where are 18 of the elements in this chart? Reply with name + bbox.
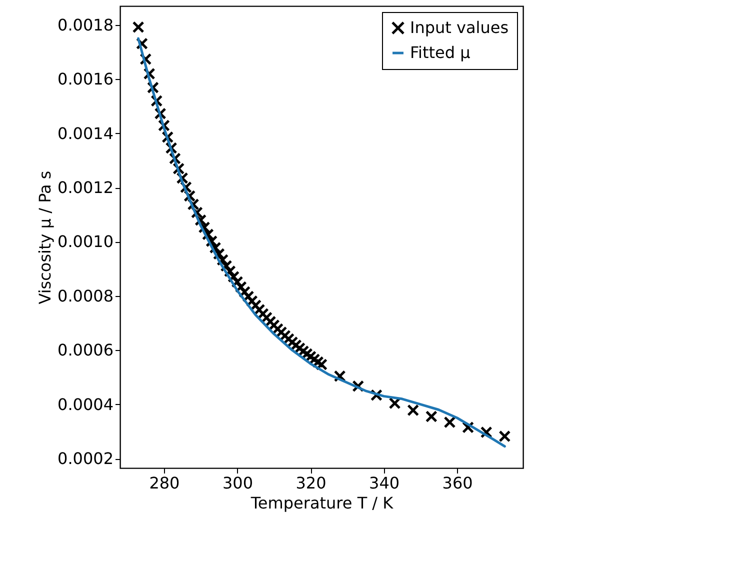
x-axis-title: Temperature T / K: [250, 494, 394, 512]
y-tick-label: 0.0012: [58, 178, 114, 198]
y-tick-label: 0.0004: [58, 394, 114, 414]
y-tick-label: 0.0006: [58, 340, 114, 360]
x-tick-label: 320: [296, 474, 326, 492]
y-tick-label: 0.0016: [58, 70, 114, 89]
x-tick-label: 280: [149, 474, 180, 492]
y-axis-title: Viscosity μ / Pa s: [36, 170, 55, 304]
y-tick-label: 0.0002: [58, 449, 114, 468]
x-tick-label: 360: [442, 474, 473, 492]
legend-label: Input values: [410, 18, 509, 37]
y-tick-label: 0.0010: [58, 232, 114, 252]
y-tick-label: 0.0008: [58, 286, 114, 306]
y-tick-label: 0.0014: [58, 124, 114, 143]
legend-label: Fitted μ: [410, 43, 470, 62]
x-tick-label: 340: [369, 474, 400, 492]
x-tick-label: 300: [222, 474, 254, 492]
y-tick-label: 0.0018: [58, 15, 114, 34]
